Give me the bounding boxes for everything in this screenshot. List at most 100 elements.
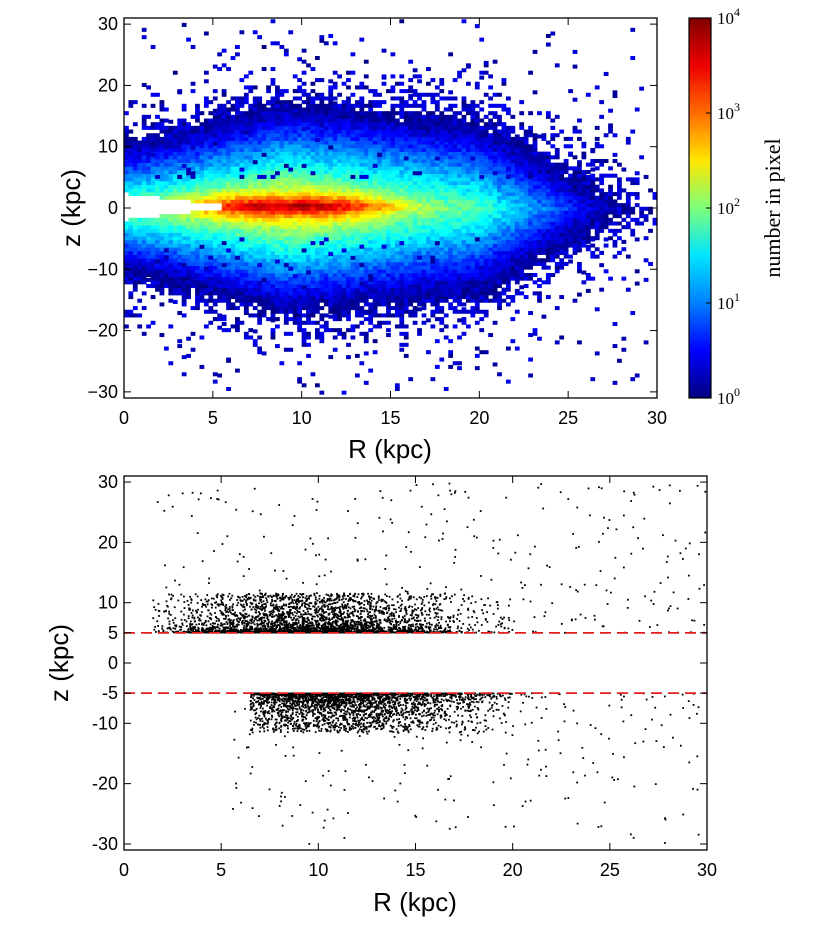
heatmap-cell [452,103,458,108]
heatmap-cell [310,129,316,134]
heatmap-cell [226,302,231,307]
heatmap-cell [426,225,431,230]
heatmap-cell [386,269,391,274]
heatmap-cell [159,166,165,171]
heatmap-cell [359,361,365,366]
heatmap-cell [332,313,338,318]
heatmap-cell [359,239,365,244]
heatmap-cell [181,272,187,277]
heatmap-cell [328,247,334,252]
heatmap-cell [474,133,480,138]
heatmap-cell [421,173,427,178]
heatmap-cell [470,269,476,274]
heatmap-cell [128,151,134,156]
heatmap-cell [270,302,276,307]
heatmap-cell [172,243,178,248]
heatmap-cell [288,284,294,289]
heatmap-cell [292,181,298,186]
heatmap-cell [195,111,200,116]
heatmap-cell [394,386,400,391]
heatmap-cell [470,221,476,226]
heatmap-cell [408,114,414,119]
heatmap-cell [150,247,156,252]
heatmap-cell [412,320,418,325]
heatmap-cell [457,144,462,149]
heatmap-cell [408,287,414,292]
heatmap-cell [270,118,276,123]
heatmap-cell [181,151,187,156]
heatmap-cell [310,89,316,94]
heatmap-cell [501,162,507,167]
heatmap-cell [168,228,174,233]
heatmap-cell [288,103,294,108]
heatmap-cell [261,291,267,296]
heatmap-cell [390,136,396,141]
heatmap-cell [346,306,351,311]
heatmap-cell [323,239,329,244]
heatmap-cell [181,195,187,200]
heatmap-cell [172,258,178,263]
heatmap-cell [337,284,342,289]
heatmap-cell [372,225,378,230]
heatmap-cell [217,129,223,134]
heatmap-cell [443,269,449,274]
heatmap-cell [332,107,338,112]
heatmap-cell [363,298,369,303]
heatmap-cell [195,129,200,134]
heatmap-cell [341,250,347,255]
heatmap-cell [359,265,365,270]
heatmap-cell [448,52,454,57]
heatmap-cell [221,265,227,270]
heatmap-cell [505,261,511,266]
heatmap-cell [505,295,511,300]
heatmap-cell [470,206,476,211]
heatmap-cell [168,361,174,366]
heatmap-cell [221,125,227,130]
heatmap-cell [297,269,303,274]
heatmap-cell [363,158,369,163]
heatmap-cell [470,111,476,116]
heatmap-cell [199,221,205,226]
heatmap-cell [363,155,369,160]
heatmap-cell [128,272,134,277]
heatmap-cell [332,125,338,130]
heatmap-cell [399,228,405,233]
heatmap-cell [434,291,440,296]
heatmap-cell [421,192,427,197]
heatmap-cell [381,147,387,152]
heatmap-cell [261,228,267,233]
heatmap-cell [434,151,440,156]
heatmap-cell [328,173,334,178]
heatmap-cell [363,203,369,208]
heatmap-cell [474,302,480,307]
heatmap-cell [306,136,311,141]
heatmap-cell [337,272,342,277]
heatmap-cell [146,284,151,289]
heatmap-cell [243,111,249,116]
heatmap-cell [323,298,329,303]
heatmap-cell [297,306,303,311]
heatmap-cell [483,298,489,303]
heatmap-cell [186,243,191,248]
heatmap-cell [252,100,258,105]
heatmap-cell [283,217,289,222]
heatmap-cell [403,89,409,94]
heatmap-cell [470,100,476,105]
heatmap-cell [195,103,200,108]
heatmap-cell [341,151,347,156]
heatmap-cell [474,195,480,200]
heatmap-cell [288,158,294,163]
heatmap-cell [452,173,458,178]
heatmap-cell [301,261,307,266]
heatmap-cell [426,147,431,152]
heatmap-cell [301,295,307,300]
heatmap-cell [208,225,214,230]
heatmap-cell [252,217,258,222]
heatmap-cell [399,309,405,314]
heatmap-cell [221,111,227,116]
heatmap-cell [243,284,249,289]
heatmap-cell [275,225,280,230]
heatmap-cell [310,217,316,222]
heatmap-cell [208,269,214,274]
heatmap-cell [297,89,303,94]
